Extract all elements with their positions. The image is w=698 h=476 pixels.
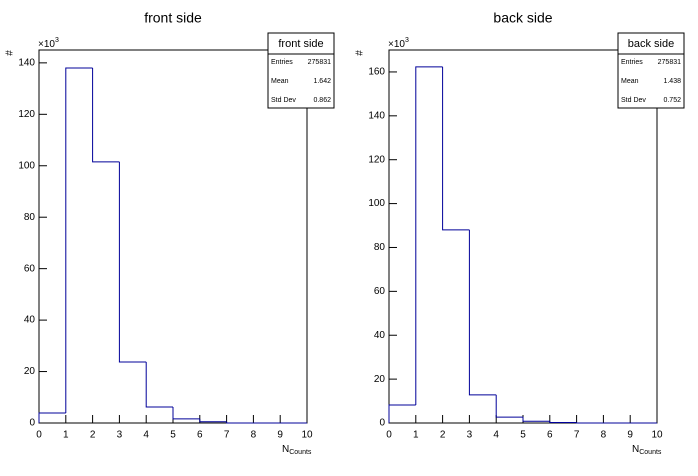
y-tick-label: 80 [374, 242, 386, 253]
y-multiplier-base: ×10 [38, 39, 55, 50]
stats-title: back side [628, 38, 674, 50]
stats-key: Mean [271, 78, 289, 85]
histogram-bin [415, 66, 443, 406]
histogram-bin [145, 362, 173, 408]
x-tick-label: 2 [90, 430, 96, 441]
x-label-sub: Counts [639, 449, 662, 456]
x-tick-label: 6 [547, 430, 553, 441]
stats-key: Mean [621, 78, 639, 85]
y-multiplier-exp: 3 [405, 37, 409, 44]
x-axis-label: NCounts [632, 444, 662, 456]
plot-frame [38, 49, 308, 424]
plot-frame [388, 49, 658, 424]
stats-title: front side [278, 38, 323, 50]
histogram-bin [199, 418, 227, 423]
y-tick-label: 100 [368, 198, 385, 209]
x-tick-label: 10 [651, 430, 663, 441]
histogram-bin [226, 421, 254, 424]
stats-box [267, 32, 335, 109]
y-tick-label: 20 [374, 374, 386, 385]
y-tick-label: 20 [24, 366, 36, 377]
histogram-bin [38, 412, 66, 423]
stats-value: 0.752 [663, 97, 681, 104]
x-label-main: N [632, 444, 639, 455]
y-tick-label: 120 [368, 154, 385, 165]
histogram-bin [495, 394, 523, 418]
stats-key: Std Dev [621, 97, 646, 104]
stats-value: 275831 [658, 59, 681, 66]
stats-value: 0.862 [313, 97, 331, 104]
y-tick-label: 140 [368, 110, 385, 121]
x-tick-label: 9 [627, 430, 633, 441]
x-tick-label: 0 [36, 430, 42, 441]
stats-value: 1.642 [313, 78, 331, 85]
y-tick-label: 120 [18, 109, 35, 120]
y-tick-label: 140 [18, 58, 35, 69]
stats-key: Entries [271, 59, 293, 66]
x-tick-label: 4 [493, 430, 499, 441]
y-tick-label: 60 [24, 263, 36, 274]
stats-value: 275831 [308, 59, 331, 66]
histogram-bin [522, 417, 550, 422]
x-tick-label: 2 [440, 430, 446, 441]
y-multiplier-exp: 3 [55, 37, 59, 44]
x-tick-label: 5 [170, 430, 176, 441]
histogram-bin [388, 404, 416, 423]
x-tick-label: 4 [143, 430, 149, 441]
y-tick-label: 0 [379, 418, 385, 429]
x-tick-label: 7 [224, 430, 230, 441]
x-tick-label: 1 [63, 430, 69, 441]
chart-title: back side [493, 10, 552, 26]
y-tick-label: 80 [24, 212, 36, 223]
histogram-bin [172, 407, 200, 420]
x-tick-label: 8 [601, 430, 607, 441]
y-multiplier: ×103 [388, 37, 409, 50]
histogram-bin [92, 68, 120, 163]
x-tick-label: 3 [117, 430, 123, 441]
y-axis-label: # [355, 50, 366, 56]
x-label-main: N [282, 444, 289, 455]
stats-box [617, 32, 685, 109]
x-tick-label: 9 [277, 430, 283, 441]
y-tick-label: 40 [24, 315, 36, 326]
x-tick-label: 0 [386, 430, 392, 441]
x-tick-label: 6 [197, 430, 203, 441]
x-tick-label: 10 [301, 430, 313, 441]
stats-value: 1.438 [663, 78, 681, 85]
histogram-bin [442, 66, 470, 231]
stats-key: Std Dev [271, 97, 296, 104]
histogram-bin [118, 161, 147, 363]
histogram-bin [549, 421, 577, 424]
x-tick-label: 3 [467, 430, 473, 441]
y-multiplier-base: ×10 [388, 39, 405, 50]
x-label-sub: Counts [289, 449, 312, 456]
y-multiplier: ×103 [38, 37, 59, 50]
y-tick-label: 60 [374, 286, 386, 297]
x-axis-label: NCounts [282, 444, 312, 456]
histogram-bin [65, 67, 93, 413]
y-tick-label: 160 [368, 67, 385, 78]
y-tick-label: 0 [29, 418, 35, 429]
histogram-bin [468, 229, 497, 396]
x-tick-label: 7 [574, 430, 580, 441]
y-tick-label: 100 [18, 160, 35, 171]
y-tick-label: 40 [374, 330, 386, 341]
chart-title: front side [144, 10, 202, 26]
x-tick-label: 8 [251, 430, 257, 441]
stats-key: Entries [621, 59, 643, 66]
x-tick-label: 1 [413, 430, 419, 441]
x-tick-label: 5 [520, 430, 526, 441]
y-axis-label: # [5, 50, 16, 56]
